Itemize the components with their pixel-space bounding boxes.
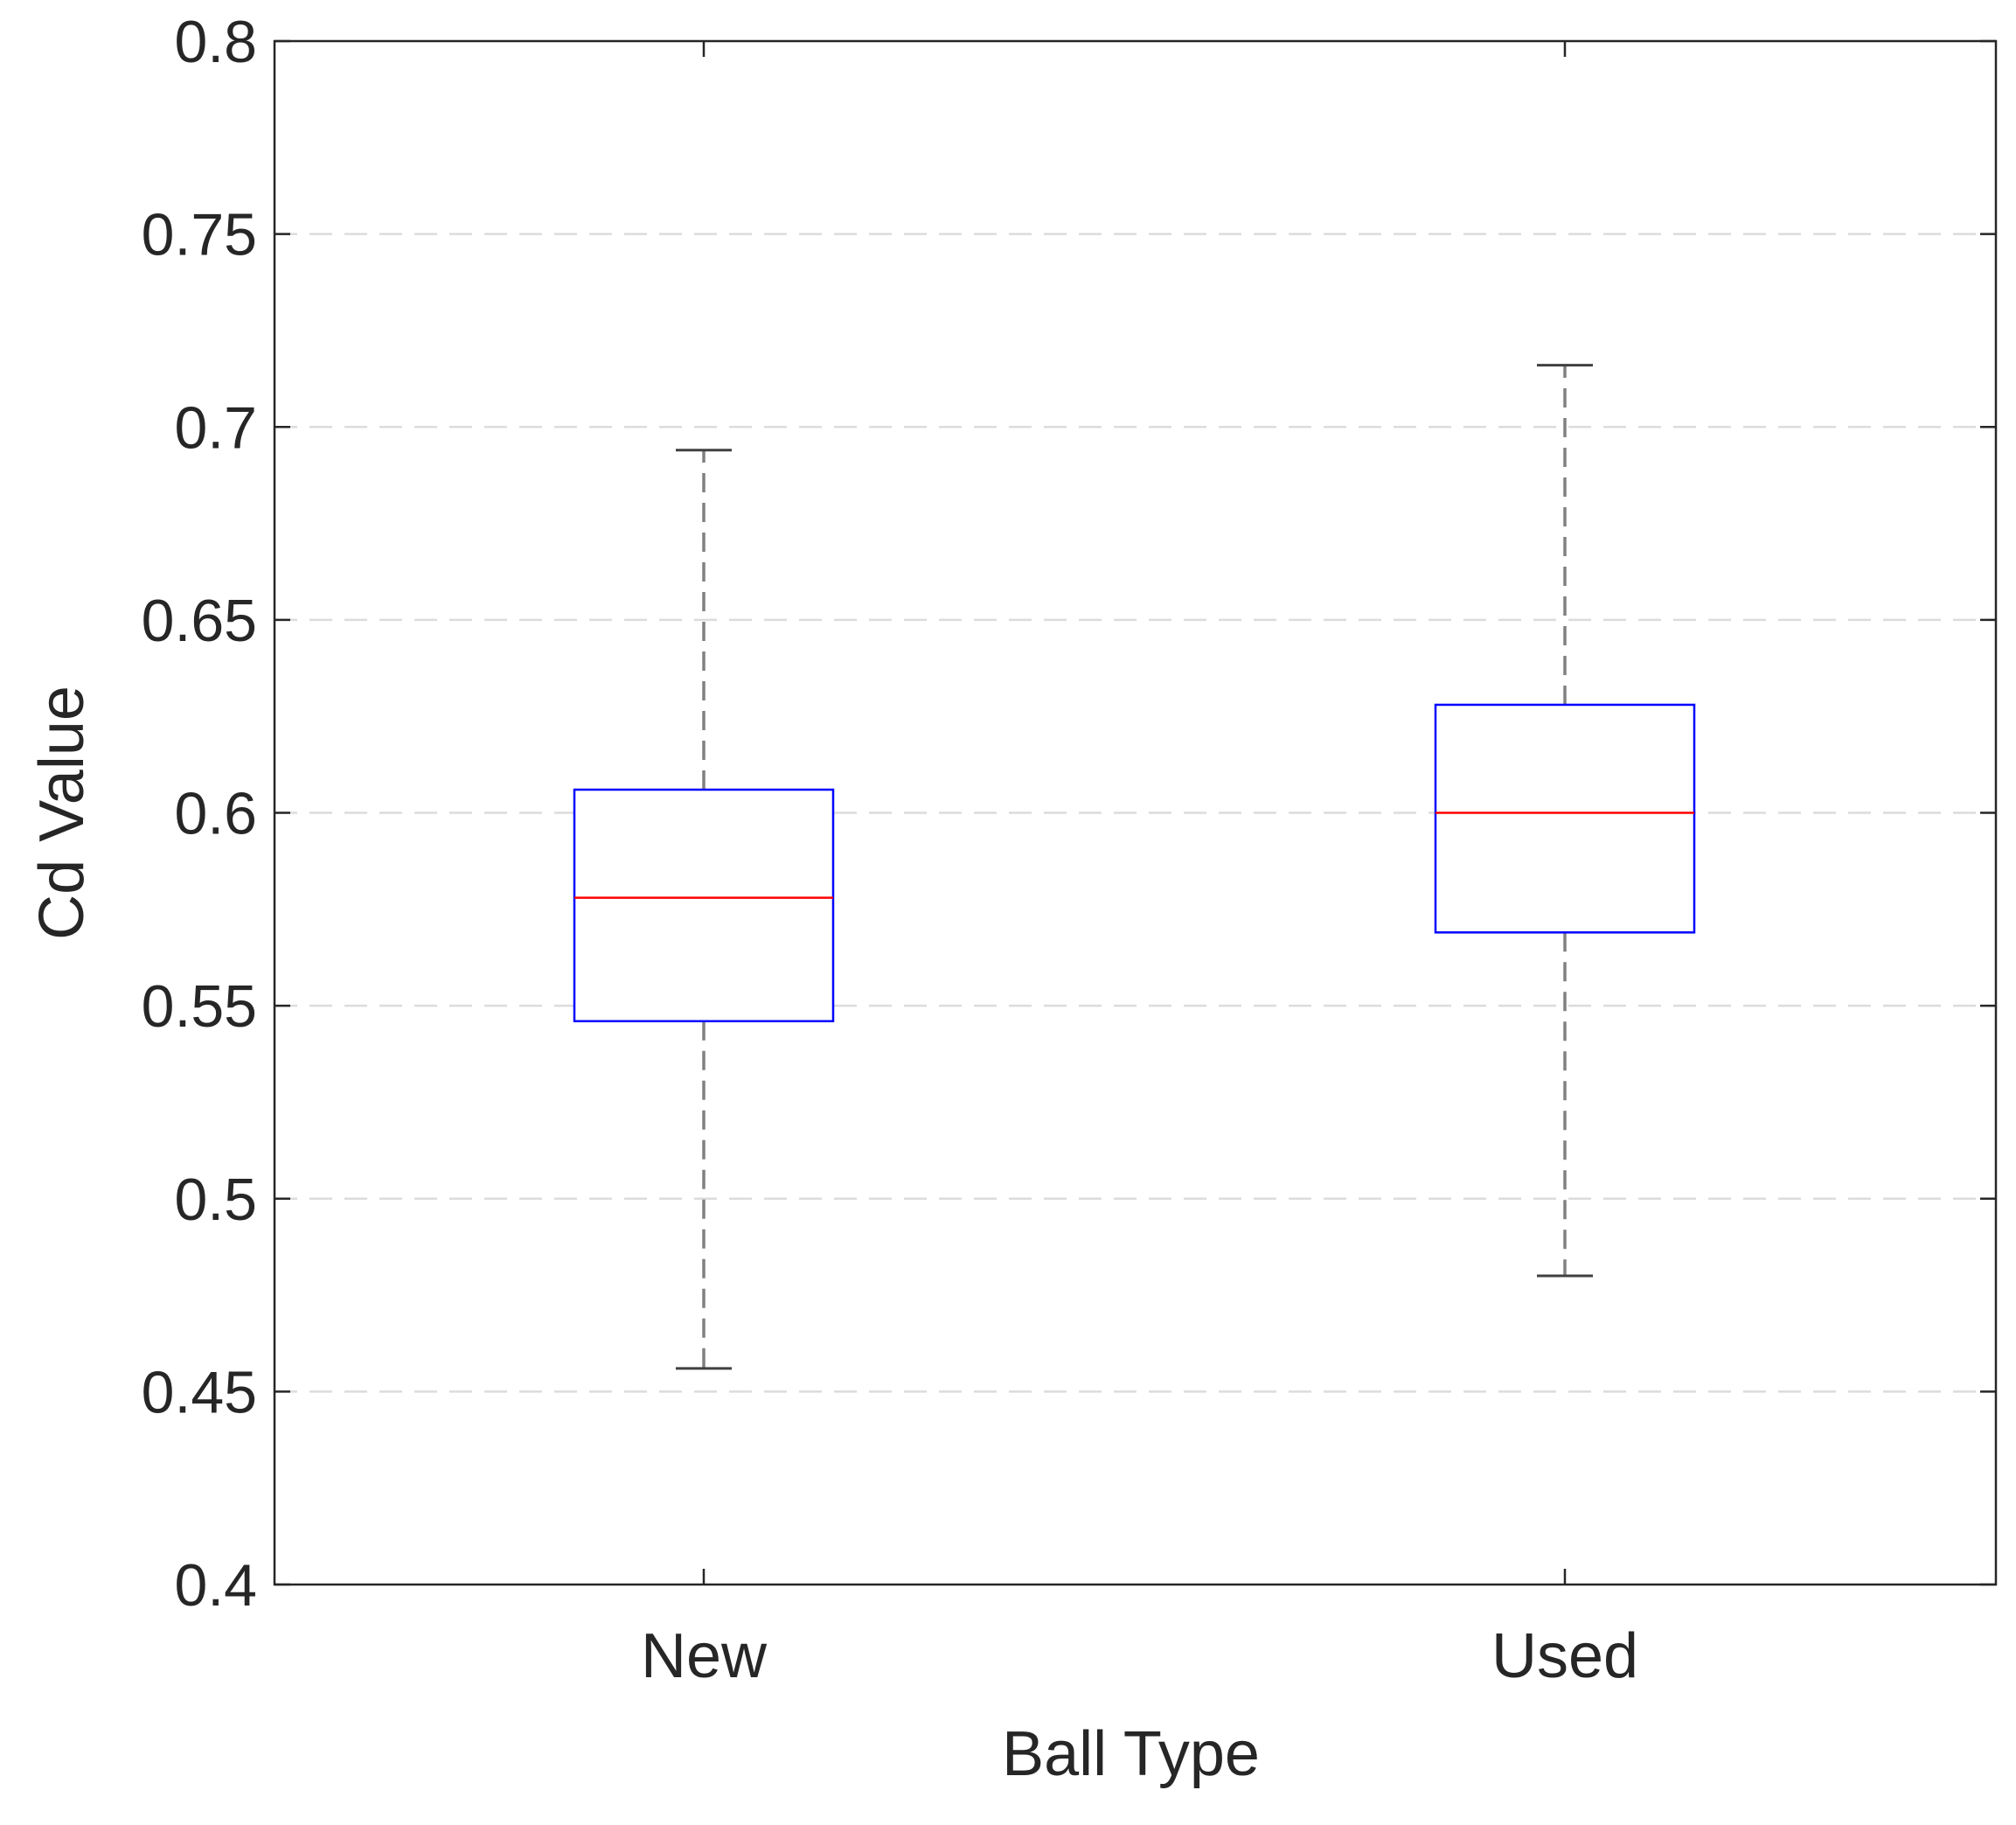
iqr-box <box>573 788 835 1023</box>
y-tick-label: 0.55 <box>142 973 257 1040</box>
y-tick-label: 0.65 <box>142 588 257 654</box>
x-tick-label: Used <box>1491 1621 1638 1691</box>
box-new <box>573 449 835 1370</box>
box-plots <box>573 364 1696 1370</box>
y-tick-label: 0.5 <box>174 1167 257 1233</box>
box-used <box>1434 364 1696 1278</box>
y-tick-label: 0.7 <box>174 394 257 461</box>
iqr-box <box>1434 703 1696 934</box>
y-tick-label: 0.45 <box>142 1359 257 1425</box>
x-axis-label: Ball Type <box>1002 1719 1260 1789</box>
x-tick-label: New <box>641 1621 768 1691</box>
grid-lines <box>275 233 1996 1393</box>
y-tick-label: 0.4 <box>174 1552 257 1619</box>
axis-ticks: 0.4 0.45 0.5 0.55 0.6 0.65 0.7 0.75 0.8 New Used <box>142 9 1996 1691</box>
y-tick-label: 0.75 <box>142 202 257 268</box>
y-tick-label: 0.6 <box>174 781 257 847</box>
y-axis-label: Cd Value <box>27 686 97 940</box>
y-tick-label: 0.8 <box>174 9 257 75</box>
